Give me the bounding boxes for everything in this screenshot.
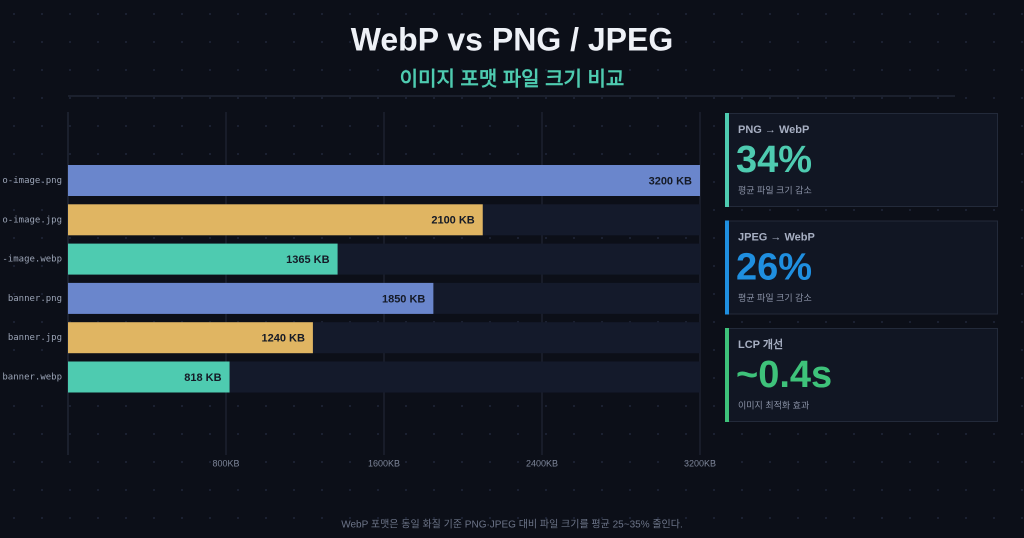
value-label: 1240 KB [261, 333, 304, 345]
x-tick-label: 3200KB [684, 458, 716, 468]
bar [68, 204, 483, 236]
value-label: 2100 KB [431, 215, 474, 227]
category-label: banner.png [8, 294, 62, 304]
card-note: 평균 파일 크기 감소 [738, 184, 812, 195]
chart-subtitle: 이미지 포맷 파일 크기 비교 [400, 67, 625, 90]
bar [68, 165, 700, 196]
bar [68, 322, 313, 354]
value-label: 3200 KB [649, 175, 692, 187]
card-value: 34% [736, 139, 812, 181]
category-label: banner.jpg [8, 333, 62, 343]
x-tick-label: 800KB [212, 458, 239, 468]
card-value: 26% [736, 247, 812, 289]
value-label: 1850 KB [382, 293, 425, 305]
category-label: banner.webp [2, 373, 62, 383]
bar [68, 282, 434, 314]
footer: WebP 포맷은 동일 화질 기준 PNG·JPEG 대비 파일 크기를 평균 … [341, 519, 683, 531]
value-label: 818 KB [184, 372, 221, 384]
card-accent [725, 220, 729, 315]
card-label: JPEG → WebP [738, 231, 815, 243]
cards: PNG → WebP 34% 평균 파일 크기 감소 JPEG → WebP 26% 평균… [725, 113, 998, 422]
category-label: -image.webp [2, 255, 62, 265]
card-accent [725, 113, 729, 207]
card [725, 220, 998, 315]
card-accent [725, 328, 729, 422]
bar [68, 361, 230, 393]
card-label: PNG → WebP [738, 124, 809, 136]
x-tick-label: 1600KB [368, 458, 400, 468]
card-note: 이미지 최적화 효과 [738, 399, 809, 410]
value-label: 1365 KB [286, 254, 329, 266]
bar [68, 243, 338, 275]
card-value: ~0.4s [736, 354, 832, 396]
card-label: LCP 개선 [738, 337, 783, 351]
x-tick-label: 2400KB [526, 458, 558, 468]
category-label: o-image.jpg [2, 215, 62, 225]
chart-title: WebP vs PNG / JPEG [351, 21, 674, 57]
card-note: 평균 파일 크기 감소 [738, 292, 812, 303]
category-label: o-image.png [2, 176, 62, 186]
